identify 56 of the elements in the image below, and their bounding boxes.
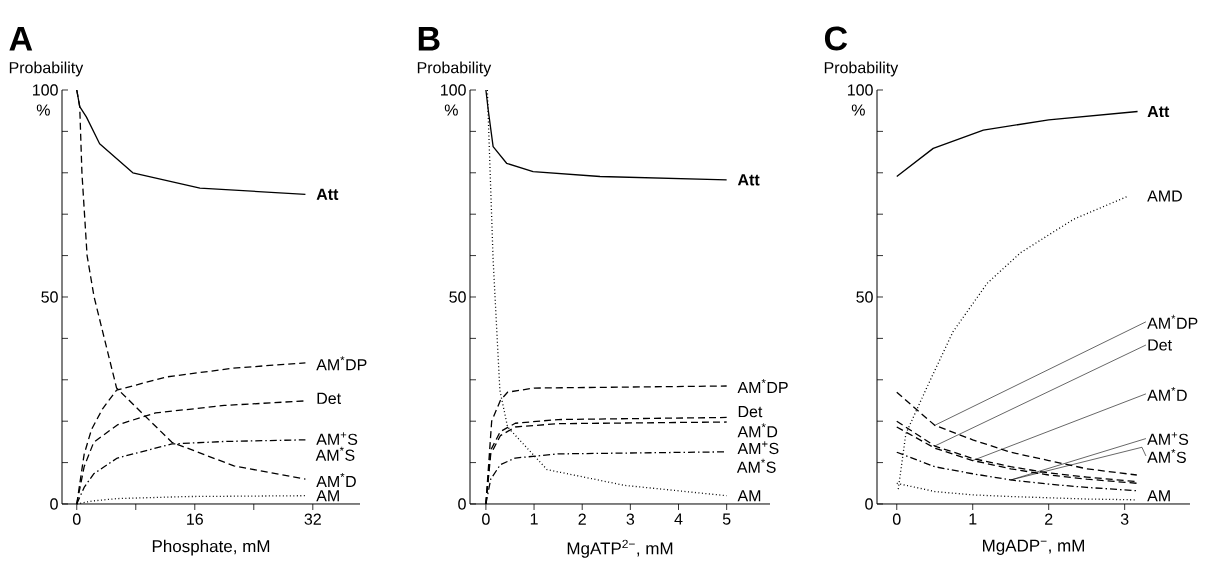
y-axis-title: Probability [417, 61, 492, 77]
y-axis-title: Probability [824, 61, 899, 77]
text: Det [1148, 339, 1172, 351]
series-label: AM$^{+}$S [316, 432, 358, 446]
series-label: Det [317, 392, 341, 404]
x-axis-title: MgATP$^{2−}$, mM [567, 539, 673, 558]
y-tick-label: 100 [33, 84, 58, 96]
series-label: Att [737, 174, 760, 186]
y-tick-label: 100 [848, 84, 873, 96]
y-tick-label: 100 [441, 84, 466, 96]
text: AM$^{*}$DP [1147, 314, 1198, 329]
series-label: AM$^{*}$D [737, 423, 778, 438]
series-label: AM [1147, 490, 1170, 502]
text: % [851, 104, 865, 116]
series-label: AM$^{*}$DP [316, 356, 367, 371]
y-tick-label: 0 [865, 498, 873, 510]
series-label: AM [316, 490, 339, 502]
x-tick-label: 0 [892, 513, 901, 525]
x-tick-label: 5 [722, 513, 731, 525]
series-label: Att [316, 188, 339, 200]
annotation: AM$^{*}$S [736, 458, 776, 473]
x-tick-label: 0 [72, 513, 81, 525]
x-tick-label: 0 [482, 513, 490, 525]
annotation: AM$^{*}$S [1147, 448, 1186, 464]
chart-title: C [824, 26, 848, 51]
chart-title: B [418, 27, 440, 51]
annotation: AM$^{*}$S [315, 446, 355, 461]
y-tick-label: 50 [449, 291, 466, 303]
x-tick-label: 1 [530, 513, 538, 525]
x-tick-label: 3 [1120, 513, 1129, 525]
text: % [36, 104, 50, 116]
y-tick-label: 50 [856, 291, 873, 303]
x-tick-label: 3 [626, 513, 635, 525]
x-axis-title: MgADP$^{−}$, mM [983, 539, 1084, 555]
x-tick-label: 32 [304, 513, 321, 525]
chart-title: A [9, 27, 33, 51]
text: AM$^{+}$S [1147, 432, 1189, 446]
series-label: AM$^{+}$S [737, 441, 779, 455]
series-label: Det [738, 406, 763, 418]
y-tick-label: 50 [41, 291, 58, 303]
series-label: AM$^{*}$DP [737, 379, 788, 393]
series-label: AMD [1147, 190, 1182, 202]
y-tick-label: 0 [50, 498, 58, 510]
text: AM$^{*}$D [1147, 386, 1187, 401]
text: % [444, 104, 458, 116]
x-tick-label: 2 [1045, 513, 1053, 525]
x-axis-title: Phosphate, mM [152, 539, 270, 556]
x-tick-label: 16 [187, 513, 203, 525]
y-axis-title: Probability [9, 61, 84, 77]
y-tick-label: 0 [458, 498, 466, 510]
series-label: AM$^{*}$D [316, 472, 356, 487]
series-label: AM [737, 490, 761, 502]
x-tick-label: 2 [578, 513, 586, 525]
series-label: Att [1147, 105, 1170, 118]
x-tick-label: 4 [674, 513, 683, 525]
x-tick-label: 1 [969, 513, 977, 525]
